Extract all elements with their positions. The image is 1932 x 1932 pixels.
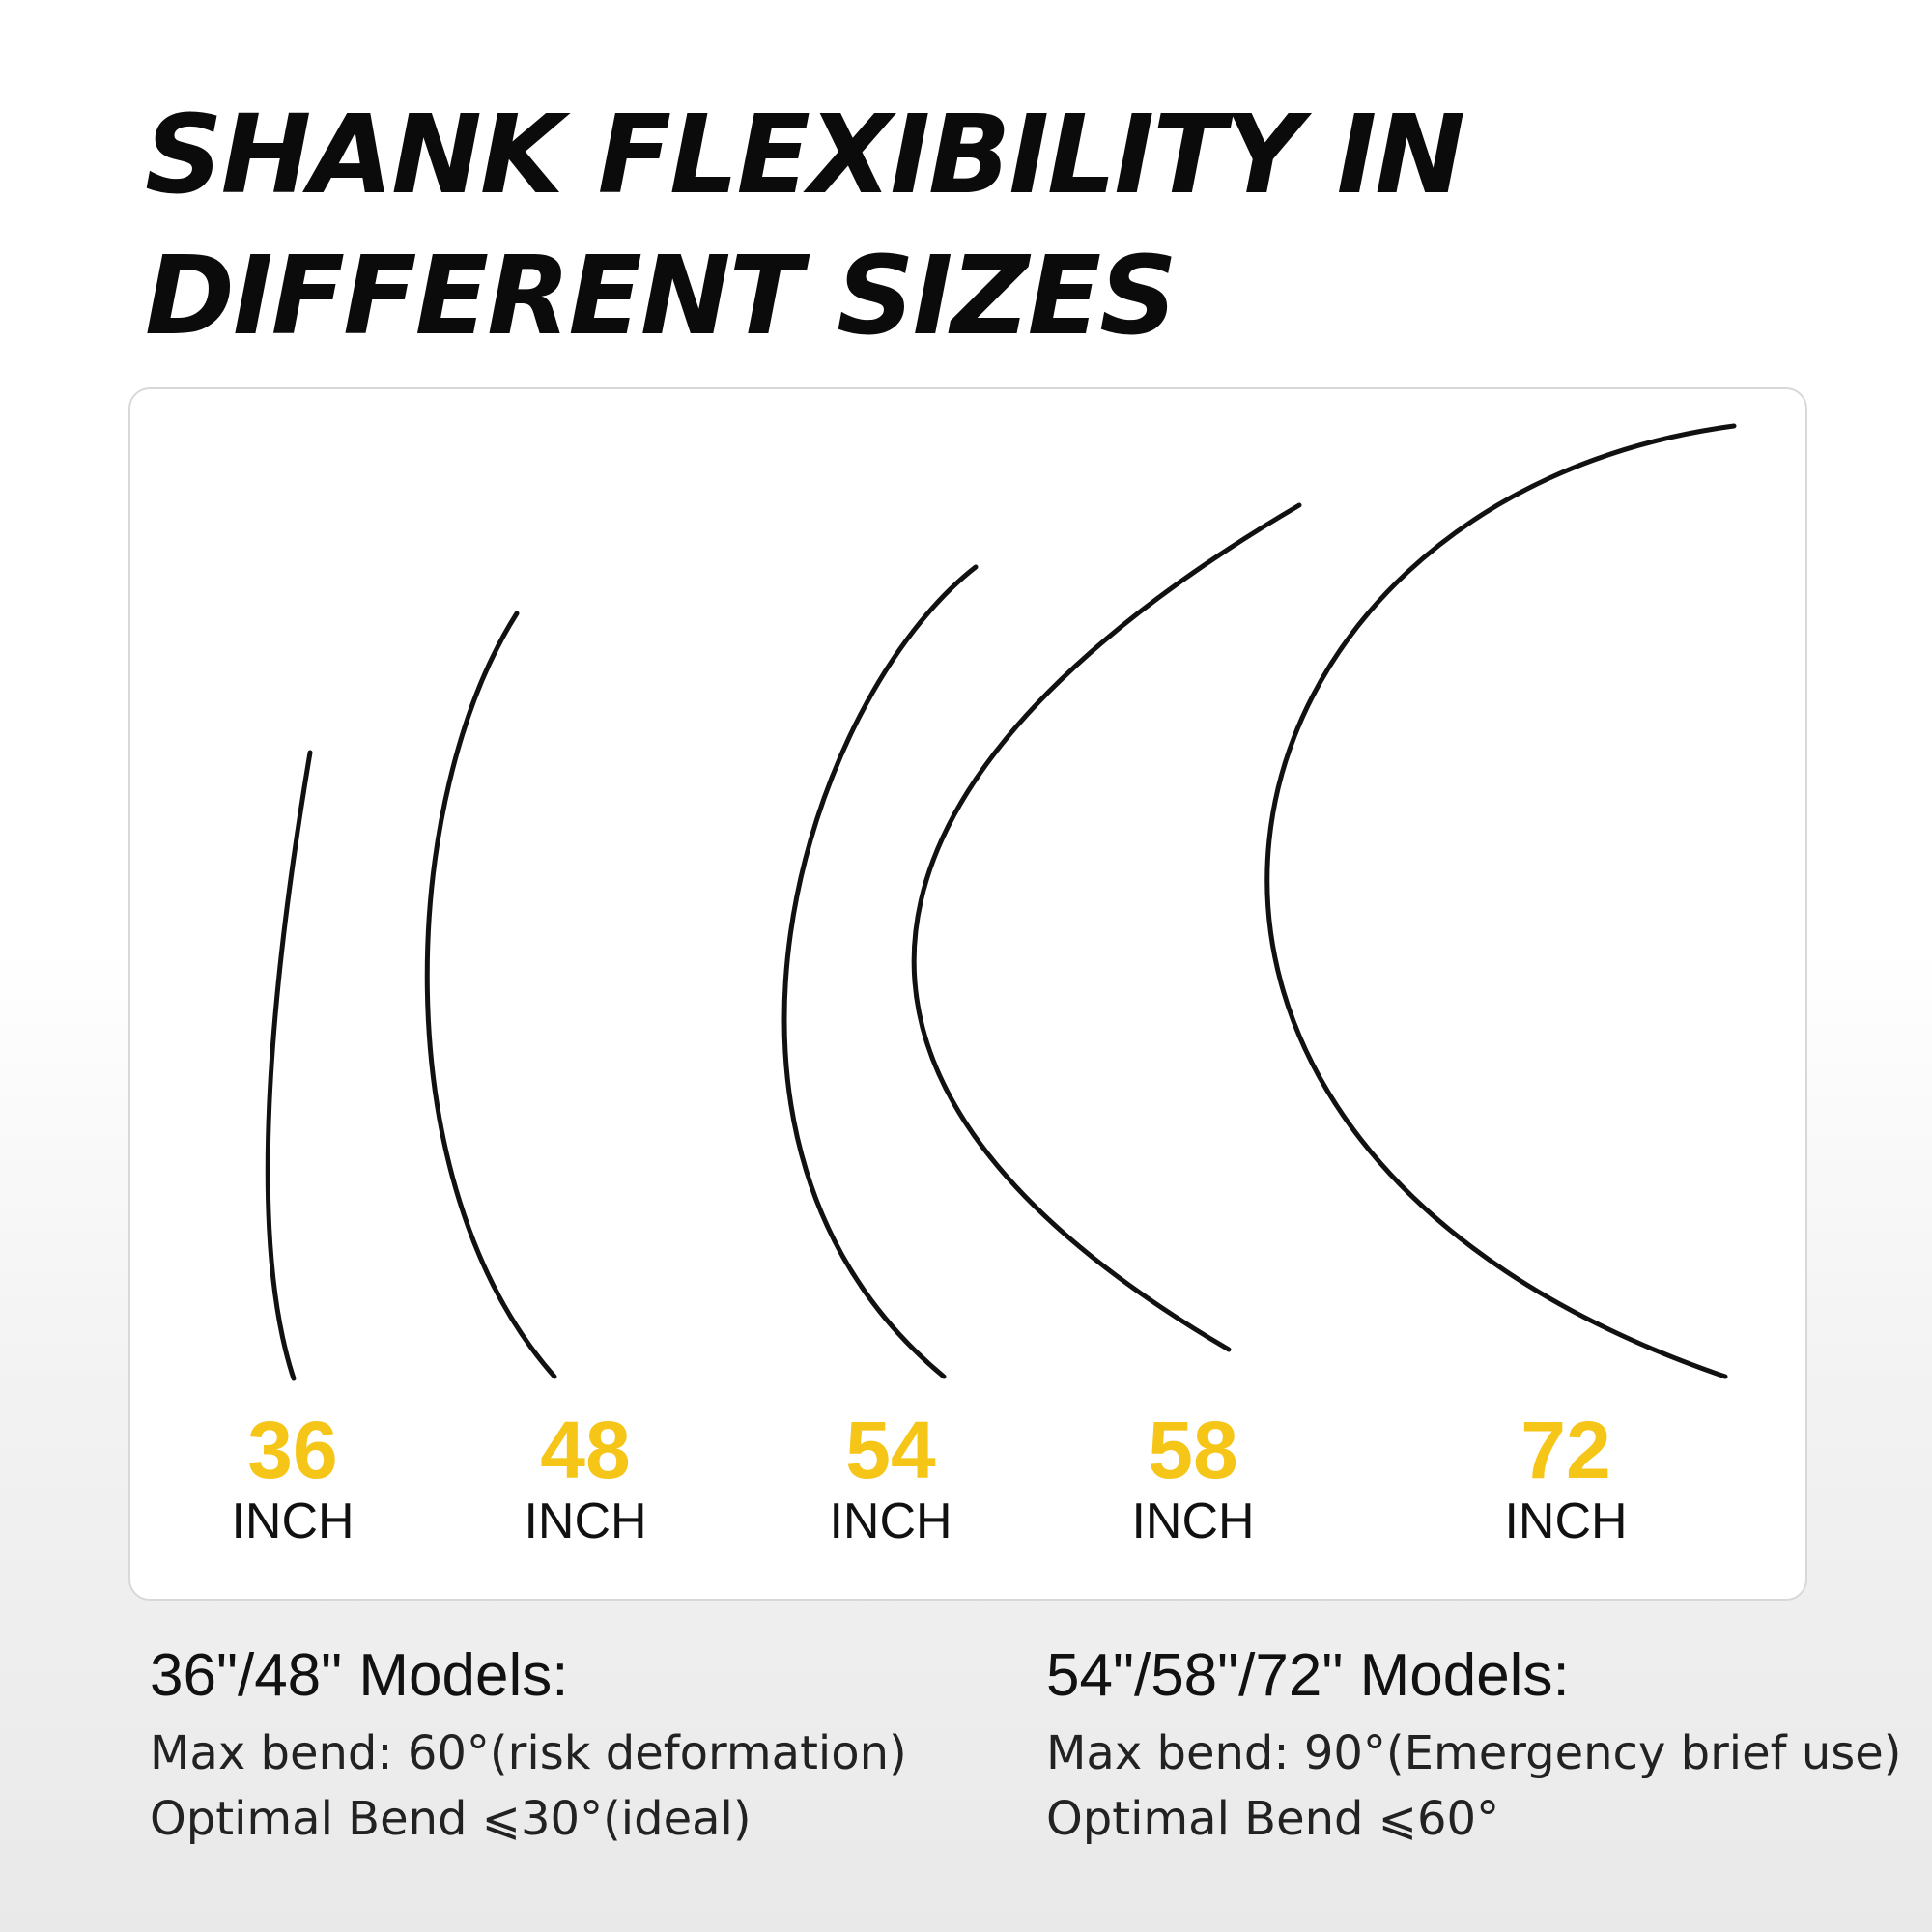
shank-curve-54 [781,564,979,1379]
size-unit: INCH [231,1493,355,1549]
title-line-2: DIFFERENT SIZES [145,234,1178,359]
size-label-54: 54 INCH [775,1406,1007,1549]
shank-curve-48 [424,611,557,1379]
page-title: SHANK FLEXIBILITY IN DIFFERENT SIZES [145,85,1465,367]
spec-block-36-48: 36"/48" Models: Max bend: 60°(risk defor… [150,1637,907,1852]
size-value: 54 [845,1405,936,1495]
size-unit: INCH [1504,1493,1628,1549]
spec-heading: 54"/58"/72" Models: [1046,1642,1570,1709]
spec-block-54-58-72: 54"/58"/72" Models: Max bend: 90°(Emerge… [1046,1637,1902,1852]
spec-max-bend: Max bend: 90°(Emergency brief use) [1046,1726,1902,1780]
size-value: 72 [1520,1405,1611,1495]
shank-curve-58 [911,502,1302,1352]
size-label-72: 72 INCH [1450,1406,1682,1549]
size-value: 36 [247,1405,338,1495]
size-label-48: 48 INCH [469,1406,701,1549]
shank-curve-72 [1264,423,1737,1379]
size-label-58: 58 INCH [1077,1406,1309,1549]
spec-heading: 36"/48" Models: [150,1642,569,1709]
size-unit: INCH [1131,1493,1255,1549]
spec-optimal-bend: Optimal Bend ⩽60° [1046,1792,1500,1846]
size-unit: INCH [829,1493,952,1549]
size-unit: INCH [524,1493,647,1549]
size-value: 48 [540,1405,631,1495]
shank-curves [265,423,1737,1381]
size-value: 58 [1148,1405,1238,1495]
spec-optimal-bend: Optimal Bend ⩽30°(ideal) [150,1792,752,1846]
spec-max-bend: Max bend: 60°(risk deformation) [150,1726,907,1780]
title-line-1: SHANK FLEXIBILITY IN [145,93,1465,218]
size-label-36: 36 INCH [177,1406,409,1549]
flex-diagram-panel: 36 INCH 48 INCH 54 INCH 58 INCH 72 INCH [128,387,1807,1601]
shank-curve-36 [265,750,313,1381]
